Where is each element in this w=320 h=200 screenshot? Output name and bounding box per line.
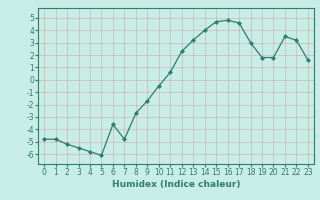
X-axis label: Humidex (Indice chaleur): Humidex (Indice chaleur): [112, 180, 240, 189]
